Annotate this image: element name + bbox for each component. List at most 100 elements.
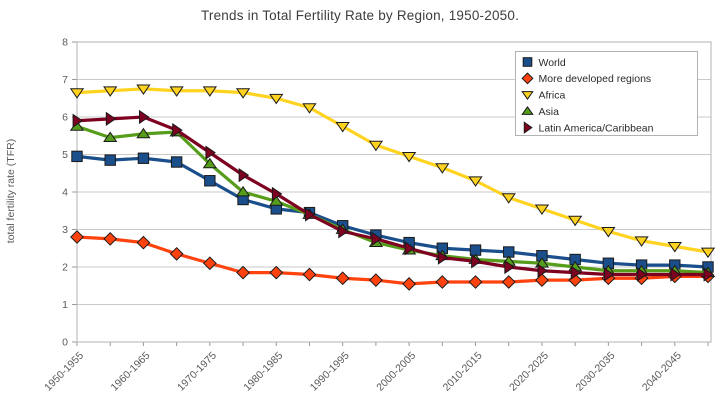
data-point-asia-1970-1975 (202, 157, 217, 169)
legend-box (515, 51, 698, 136)
data-point-africa-1950-1955 (69, 88, 85, 99)
x-tick-label: 2010-2015 (441, 350, 485, 394)
data-point-latin-america-caribbean-2010-2015 (471, 254, 482, 269)
data-point-more-developed-regions-2000-2005 (402, 276, 417, 291)
y-tick-label: 0 (62, 337, 68, 349)
data-point-africa-1955-1960 (103, 86, 118, 97)
data-point-more-developed-regions-1970-1975 (202, 256, 217, 271)
data-point-asia-1975-1980 (235, 185, 251, 197)
data-point-africa-2035-2040 (634, 236, 649, 247)
legend-label: More developed regions (539, 73, 652, 85)
data-point-more-developed-regions-1995-2000 (368, 273, 383, 288)
data-point-more-developed-regions-1990-1995 (335, 271, 350, 286)
data-point-latin-america-caribbean-2015-2020 (504, 259, 515, 275)
data-point-latin-america-caribbean-2040-2045 (670, 267, 681, 282)
series-line-world (75, 154, 710, 269)
data-point-world-1965-1970 (170, 156, 183, 168)
data-point-asia-1980-1985 (269, 195, 284, 206)
data-point-more-developed-regions-2020-2025 (535, 273, 549, 288)
data-point-latin-america-caribbean-1990-1995 (338, 224, 349, 239)
legend-marker-triangle-down-icon (521, 91, 534, 100)
y-tick-label: 5 (62, 149, 68, 161)
data-point-africa-2040-2045 (667, 241, 682, 253)
y-tick-label: 2 (62, 262, 68, 274)
x-tick-label: 2030-2035 (573, 350, 617, 394)
data-point-more-developed-regions-1985-1990 (302, 267, 317, 282)
data-point-africa-2045-2050 (700, 247, 716, 259)
data-point-latin-america-caribbean-2000-2005 (404, 241, 416, 256)
data-point-latin-america-caribbean-1995-2000 (371, 231, 382, 247)
legend-label: Asia (539, 106, 560, 118)
x-tick-label: 1990-1995 (308, 350, 352, 394)
data-point-world-1950-1955 (71, 150, 83, 163)
data-point-more-developed-regions-1955-1960 (103, 231, 118, 246)
data-point-africa-1970-1975 (202, 86, 217, 97)
data-point-world-1970-1975 (204, 175, 216, 187)
x-tick-label: 2040-2045 (640, 350, 684, 394)
y-tick-label: 7 (62, 74, 68, 86)
data-point-africa-1965-1970 (169, 86, 184, 97)
data-point-africa-2020-2025 (534, 204, 550, 215)
data-point-asia-1960-1965 (136, 127, 151, 139)
data-point-latin-america-caribbean-1985-1990 (305, 207, 316, 222)
data-point-latin-america-caribbean-2025-2030 (570, 265, 582, 280)
data-point-africa-1990-1995 (335, 121, 350, 133)
data-point-latin-america-caribbean-1970-1975 (205, 145, 216, 160)
data-point-latin-america-caribbean-2030-2035 (603, 267, 615, 282)
chart-title: Trends in Total Fertility Rate by Region… (200, 8, 520, 23)
data-point-latin-america-caribbean-2045-2050 (703, 267, 715, 282)
legend-marker-square-icon (522, 57, 533, 67)
data-point-africa-1960-1965 (136, 84, 151, 95)
data-point-world-1960-1965 (137, 152, 150, 164)
x-tick-label: 1960-1965 (109, 350, 153, 394)
legend-label: Latin America/Caribbean (539, 122, 654, 134)
data-point-latin-america-caribbean-1980-1985 (271, 186, 283, 202)
y-tick-label: 8 (62, 37, 68, 49)
y-tick-label: 1 (62, 299, 68, 311)
legend-label: World (539, 57, 566, 69)
data-point-more-developed-regions-1980-1985 (269, 265, 284, 280)
x-tick-label: 1950-1955 (42, 350, 86, 394)
data-point-africa-2030-2035 (601, 226, 616, 238)
series-line-latin-america-caribbean (75, 115, 710, 277)
data-point-africa-2010-2015 (468, 176, 483, 187)
data-point-more-developed-regions-1975-1980 (236, 265, 250, 280)
data-point-more-developed-regions-2015-2020 (501, 275, 516, 289)
y-tick-label: 3 (62, 224, 68, 236)
data-point-more-developed-regions-1950-1955 (70, 230, 84, 244)
data-point-latin-america-caribbean-1955-1960 (105, 111, 117, 127)
data-point-latin-america-caribbean-1950-1955 (72, 113, 84, 128)
data-point-latin-america-caribbean-1975-1980 (238, 167, 250, 183)
data-point-latin-america-caribbean-2005-2010 (437, 250, 449, 265)
data-point-africa-2015-2020 (501, 193, 516, 204)
legend-marker-triangle-up-icon (521, 106, 534, 115)
series-line-asia (75, 124, 710, 275)
y-tick-label: 4 (62, 187, 68, 199)
data-point-more-developed-regions-2005-2010 (435, 275, 450, 289)
data-point-latin-america-caribbean-1965-1970 (172, 122, 183, 138)
legend-label: Africa (539, 90, 566, 102)
data-point-africa-2025-2030 (568, 215, 583, 227)
plot-border (76, 41, 712, 343)
x-tick-label: 1970-1975 (175, 350, 219, 394)
data-point-more-developed-regions-1965-1970 (169, 246, 184, 261)
data-point-africa-2000-2005 (401, 151, 417, 163)
x-tick-label: 1980-1985 (241, 350, 285, 394)
x-tick-label: 2020-2025 (507, 350, 551, 394)
data-point-africa-1980-1985 (269, 93, 284, 105)
data-point-world-1955-1960 (104, 154, 116, 166)
data-point-africa-1995-2000 (368, 140, 384, 152)
data-point-africa-2005-2010 (435, 163, 450, 174)
legend-marker-triangle-right-icon (523, 121, 533, 134)
data-point-more-developed-regions-2010-2015 (468, 275, 483, 289)
data-point-africa-1985-1990 (302, 103, 317, 114)
data-point-latin-america-caribbean-2035-2040 (637, 267, 648, 282)
data-point-latin-america-caribbean-1960-1965 (139, 109, 150, 125)
data-point-africa-1975-1980 (235, 88, 251, 99)
x-tick-label: 2000-2005 (374, 350, 418, 394)
data-point-latin-america-caribbean-2020-2025 (537, 263, 549, 278)
y-tick-label: 6 (62, 112, 68, 124)
data-point-asia-1955-1960 (103, 131, 118, 143)
